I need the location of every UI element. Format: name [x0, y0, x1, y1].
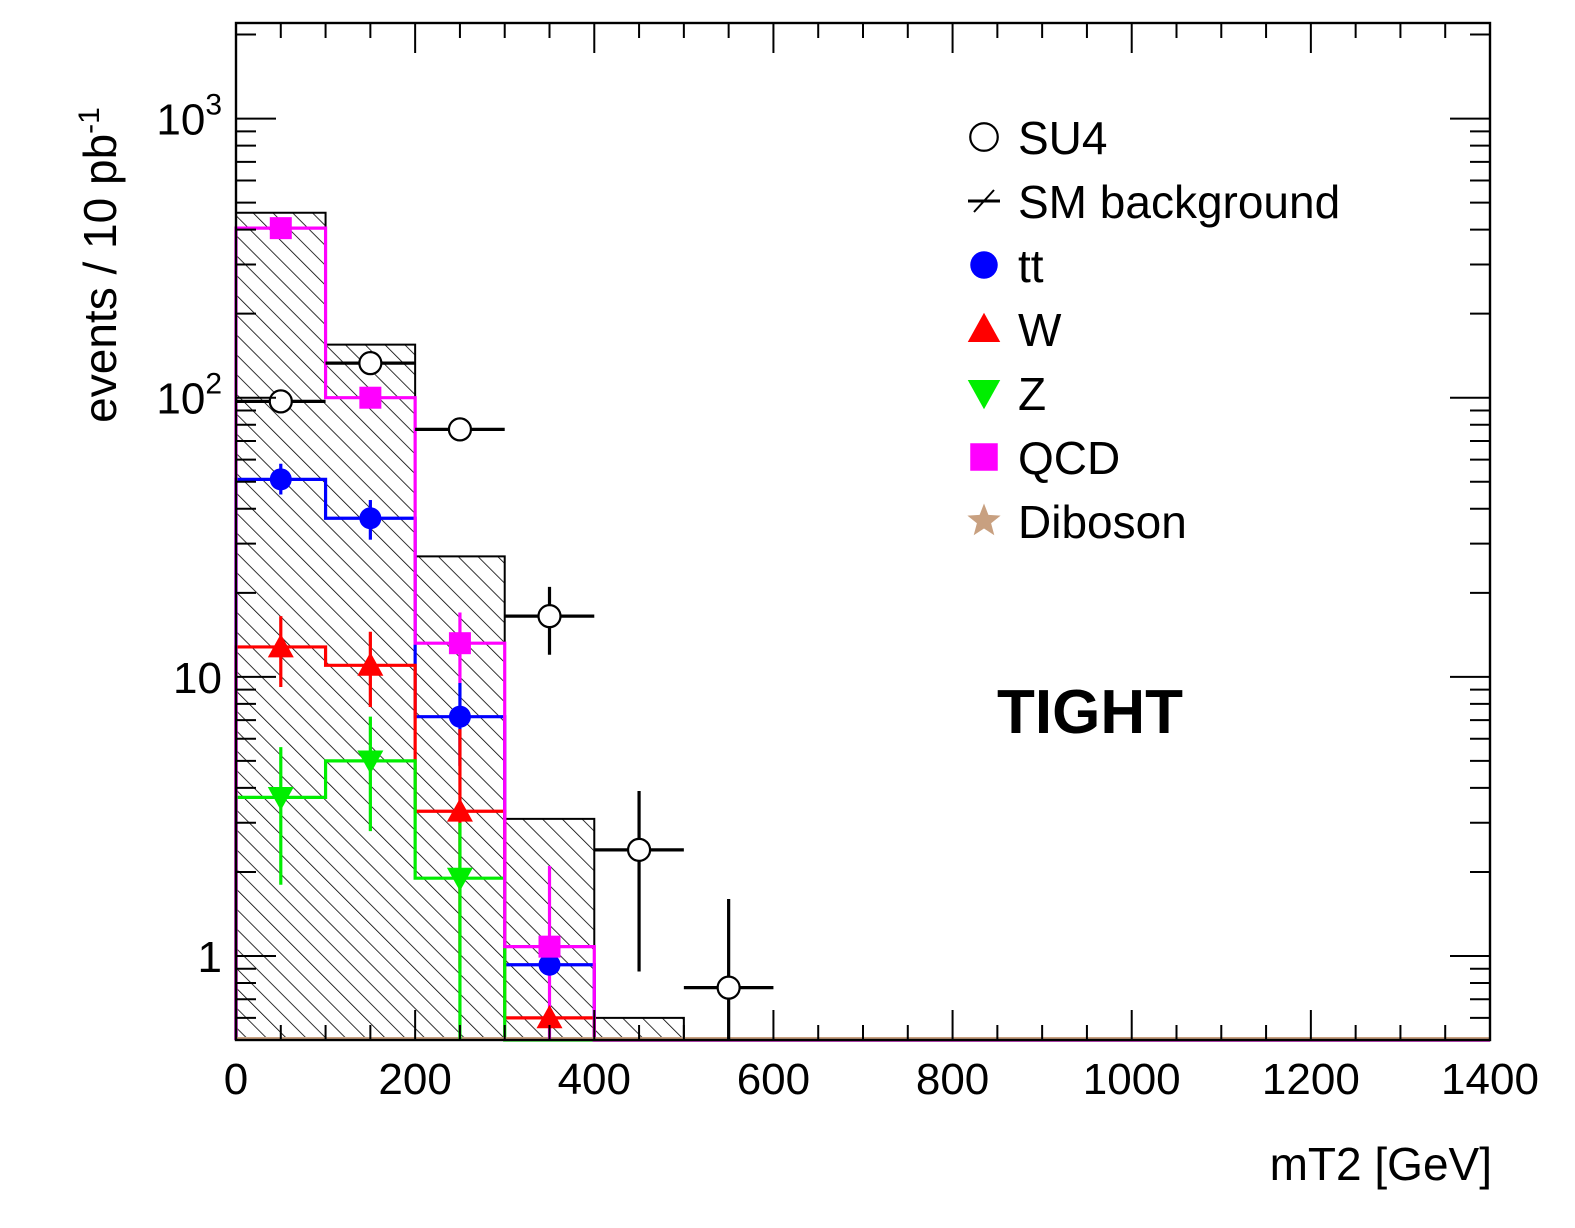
- y-axis-title: events / 10 pb-1: [73, 107, 126, 423]
- y-tick-label-base: 10: [156, 375, 205, 424]
- legend-z-label: Z: [1018, 368, 1046, 420]
- z-marker: [446, 867, 473, 892]
- su4-marker: [537, 604, 562, 629]
- y-tick-label-exponent: 3: [205, 89, 222, 122]
- w-marker: [357, 652, 384, 676]
- sm-background-histogram: [235, 211, 1490, 1041]
- y-tick-label-base: 10: [156, 96, 205, 145]
- qcd-marker: [269, 217, 292, 240]
- legend-diboson-icon: [967, 503, 1001, 536]
- qcd-marker: [359, 386, 382, 409]
- legend-diboson-label: Diboson: [1018, 496, 1187, 548]
- y-axis-title-main: events / 10 pb: [74, 134, 126, 423]
- su4-marker: [716, 975, 741, 1000]
- legend-tt-label: tt: [1018, 240, 1044, 292]
- x-tick-label: 800: [916, 1055, 989, 1104]
- x-tick-label: 1400: [1441, 1055, 1539, 1104]
- qcd-marker: [538, 935, 561, 958]
- tt-marker: [269, 468, 292, 491]
- legend-qcd-icon: [970, 443, 998, 471]
- legend-sm-background-label: SM background: [1018, 176, 1340, 228]
- legend-tt-icon: [970, 251, 998, 279]
- su4-marker: [268, 389, 293, 414]
- legend-z-icon: [967, 380, 1001, 410]
- x-axis-title: mT2 [GeV]: [1270, 1138, 1492, 1190]
- qcd-marker: [448, 632, 471, 655]
- y-tick-label: 1: [198, 933, 222, 982]
- legend-su4-label: SU4: [1018, 112, 1107, 164]
- w-marker: [536, 1004, 563, 1029]
- x-tick-label: 600: [737, 1055, 810, 1104]
- x-tick-label: 1000: [1083, 1055, 1181, 1104]
- w-marker: [446, 798, 473, 822]
- x-tick-label: 1200: [1262, 1055, 1360, 1104]
- su4-marker: [447, 417, 473, 442]
- legend: SU4 SM background tt WZ QCD Diboson: [967, 112, 1340, 548]
- y-tick-label-exponent: 2: [205, 368, 222, 401]
- w-marker: [267, 633, 294, 658]
- legend-su4-icon: [969, 122, 999, 152]
- tight-annotation: TIGHT: [997, 678, 1183, 747]
- legend-w-icon: [967, 312, 1001, 342]
- x-tick-label: 200: [378, 1055, 451, 1104]
- y-tick-label: 102: [156, 368, 222, 424]
- tt-marker: [359, 507, 382, 530]
- z-marker: [267, 786, 294, 811]
- x-tick-label: 0: [224, 1055, 248, 1104]
- su4-marker: [358, 351, 383, 376]
- x-tick-label: 400: [558, 1055, 631, 1104]
- legend-qcd-label: QCD: [1018, 432, 1120, 484]
- z-marker: [357, 750, 384, 774]
- y-axis-title-exponent: -1: [73, 107, 106, 134]
- y-tick-label: 10: [173, 654, 222, 703]
- legend-w-label: W: [1018, 304, 1062, 356]
- tt-marker: [448, 705, 471, 728]
- y-tick-label: 103: [156, 89, 222, 145]
- su4-marker: [626, 837, 652, 862]
- legend-sm-background-hatch: [973, 189, 995, 213]
- tt-marker: [538, 953, 561, 976]
